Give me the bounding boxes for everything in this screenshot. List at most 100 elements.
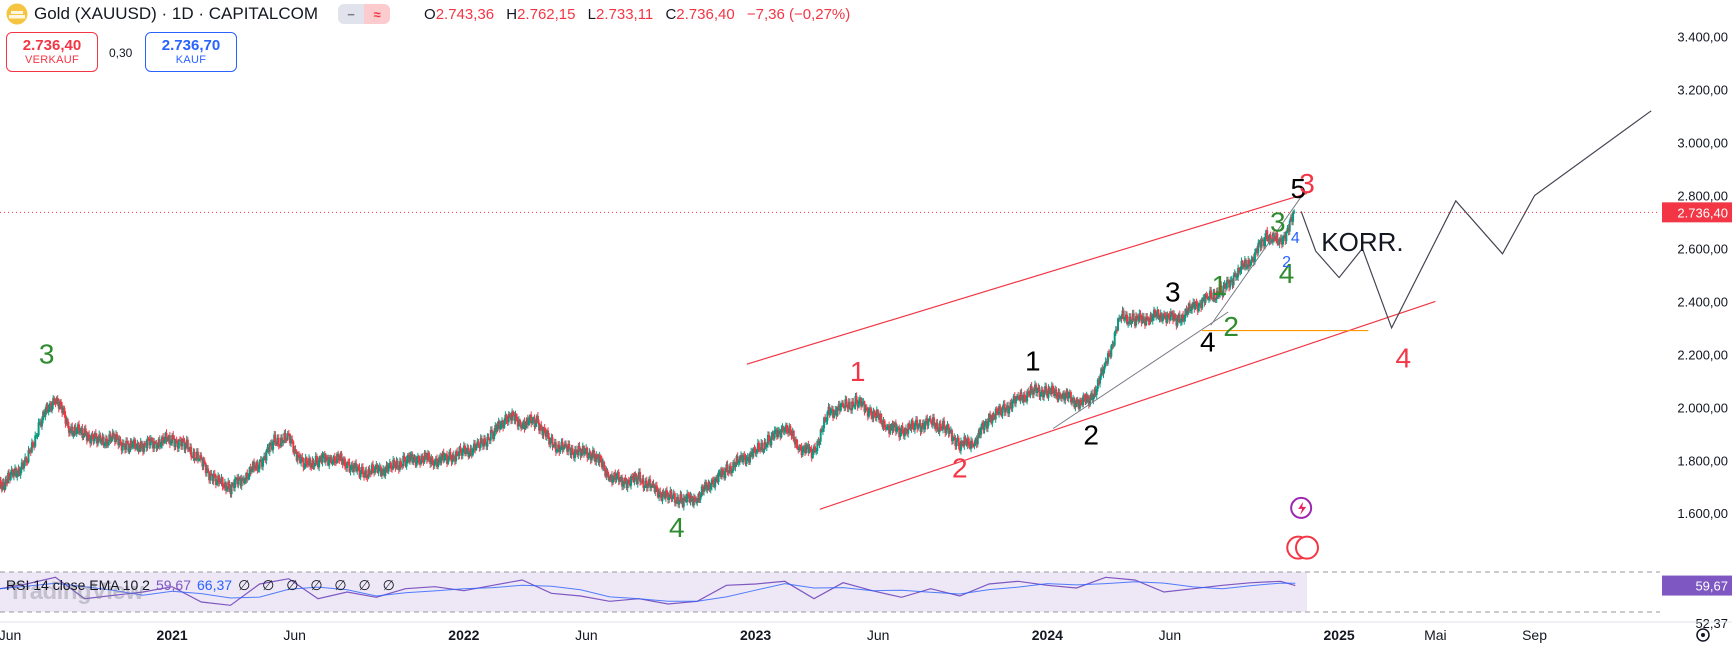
- candle-body: [1056, 394, 1059, 401]
- candle-body: [1241, 261, 1244, 268]
- candle-body: [1258, 241, 1261, 244]
- wave-icon[interactable]: ≈: [364, 4, 391, 24]
- candle-body: [907, 423, 910, 434]
- candle-body: [1270, 241, 1273, 243]
- candle-body: [39, 421, 42, 427]
- candle-body: [419, 462, 422, 465]
- candle-body: [483, 438, 486, 447]
- candle-body: [740, 455, 743, 457]
- candle-body: [40, 419, 43, 427]
- buy-label: KAUF: [175, 54, 207, 66]
- candle-body: [956, 437, 959, 442]
- buy-button[interactable]: 2.736,70 KAUF: [145, 32, 237, 72]
- candle-body: [424, 452, 427, 457]
- candle-body: [649, 479, 652, 488]
- candle-body: [643, 486, 646, 488]
- candle-body: [817, 441, 820, 445]
- candle-body: [409, 455, 412, 462]
- candle-body: [887, 425, 890, 427]
- candle-body: [487, 436, 490, 440]
- candle-body: [171, 435, 174, 444]
- candle-body: [600, 459, 603, 468]
- candle-body: [181, 438, 184, 447]
- candle-body: [1290, 217, 1293, 222]
- candle-body: [809, 447, 812, 449]
- candle-body: [383, 468, 386, 477]
- candle-body: [167, 435, 170, 441]
- candle-body: [324, 456, 327, 463]
- candle-body: [258, 460, 261, 469]
- candle-body: [832, 409, 835, 418]
- wave-label: 1: [1025, 345, 1041, 376]
- indicator-toggle[interactable]: − ≈: [338, 4, 391, 24]
- candle-body: [741, 455, 744, 463]
- minus-icon[interactable]: −: [338, 4, 365, 24]
- candle-body: [864, 407, 867, 412]
- candle-body: [447, 459, 450, 464]
- candle-body: [1219, 285, 1222, 294]
- candle-body: [1261, 239, 1264, 241]
- candle-body: [478, 445, 481, 448]
- candle-body: [450, 457, 453, 463]
- candle-body: [1191, 304, 1194, 310]
- candle-body: [624, 478, 627, 482]
- candle-body: [199, 455, 202, 460]
- candle-body: [791, 430, 794, 436]
- candle-body: [1286, 228, 1289, 232]
- candle-body: [839, 403, 842, 411]
- candle-body: [444, 454, 447, 457]
- candle-body: [1266, 230, 1269, 240]
- candle-body: [320, 456, 323, 463]
- last-price-tag: [1662, 202, 1732, 223]
- candle-body: [1277, 242, 1280, 245]
- candle-body: [698, 493, 701, 500]
- candle-body: [125, 440, 128, 450]
- candle-body: [1204, 294, 1207, 303]
- candle-body: [476, 441, 479, 445]
- candle-body: [551, 437, 554, 447]
- candle-body: [747, 456, 750, 463]
- price-tick-label: 1.600,00: [1677, 506, 1728, 521]
- candle-body: [784, 424, 787, 432]
- candle-body: [607, 474, 610, 481]
- candle-body: [237, 477, 240, 485]
- candle-body: [608, 479, 611, 481]
- candle-body: [609, 474, 612, 480]
- candle-body: [560, 441, 563, 448]
- candle-body: [812, 446, 815, 453]
- candle-body: [374, 465, 377, 473]
- candle-body: [535, 415, 538, 424]
- candle-body: [732, 462, 735, 472]
- candle-body: [700, 486, 703, 496]
- candle-body: [982, 422, 985, 431]
- sell-button[interactable]: 2.736,40 VERKAUF: [6, 32, 98, 72]
- candle-body: [766, 435, 769, 445]
- candle-body: [98, 434, 101, 438]
- candle-body: [235, 477, 238, 479]
- symbol-title[interactable]: Gold (XAUUSD) · 1D · CAPITALCOM: [34, 4, 319, 23]
- candle-body: [88, 434, 91, 438]
- wave-label: 4: [1279, 258, 1295, 289]
- candle-body: [1209, 290, 1212, 298]
- candle-body: [0, 480, 2, 485]
- candle-body: [1147, 317, 1150, 322]
- candle-body: [1072, 398, 1075, 402]
- candle-body: [130, 440, 133, 448]
- candle-body: [878, 416, 881, 420]
- candle-body: [7, 472, 10, 477]
- candle-body: [738, 456, 741, 463]
- candle-body: [1117, 318, 1120, 331]
- candle-body: [240, 478, 243, 487]
- candle-body: [472, 443, 475, 449]
- time-tick-label: 2025: [1324, 627, 1355, 643]
- candle-body: [95, 436, 98, 444]
- wave-label: 2: [952, 452, 968, 483]
- candle-body: [192, 451, 195, 458]
- candle-body: [1100, 368, 1103, 377]
- candle-body: [413, 457, 416, 459]
- candle-body: [1132, 313, 1135, 321]
- candle-body: [977, 429, 980, 437]
- candle-body: [222, 486, 225, 488]
- candle-body: [1049, 390, 1052, 395]
